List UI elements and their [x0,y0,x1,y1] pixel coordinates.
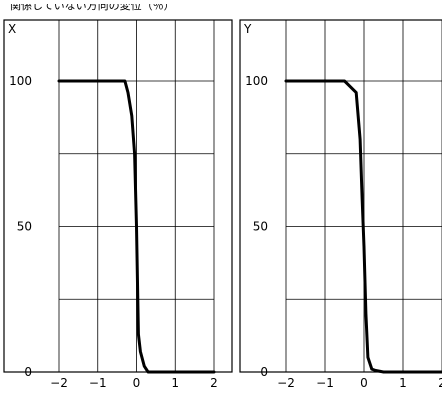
panel-title: Y [243,22,252,36]
series-line [57,79,216,374]
x-tick-label: 2 [210,376,218,390]
x-tick-label: −1 [89,376,107,390]
x-tick-label: −1 [316,376,334,390]
y-tick-label: 100 [245,74,268,88]
panel-frame [3,19,233,373]
x-tick-label: 1 [399,376,407,390]
chart-panel-1: X 0 50 100 −2 −1 0 1 2 [3,19,233,390]
x-tick-label: 1 [171,376,179,390]
chart-panel-2: Y 0 50 100 −2 −1 0 1 2 [239,19,442,390]
x-tick-label: 0 [360,376,368,390]
x-tick-label: 2 [438,376,442,390]
x-tick-label: 0 [133,376,141,390]
y-tick-label: 50 [17,220,32,234]
series-line [284,79,442,374]
panel-frame [239,19,442,373]
figure-caption: 関係していない方向の変位（％） [10,0,175,12]
panel-title: X [8,22,16,36]
x-tick-label: −2 [277,376,295,390]
y-tick-label: 0 [260,365,268,379]
x-tick-label: −2 [50,376,68,390]
y-tick-label: 50 [253,220,268,234]
y-tick-label: 100 [9,74,32,88]
y-tick-label: 0 [24,365,32,379]
